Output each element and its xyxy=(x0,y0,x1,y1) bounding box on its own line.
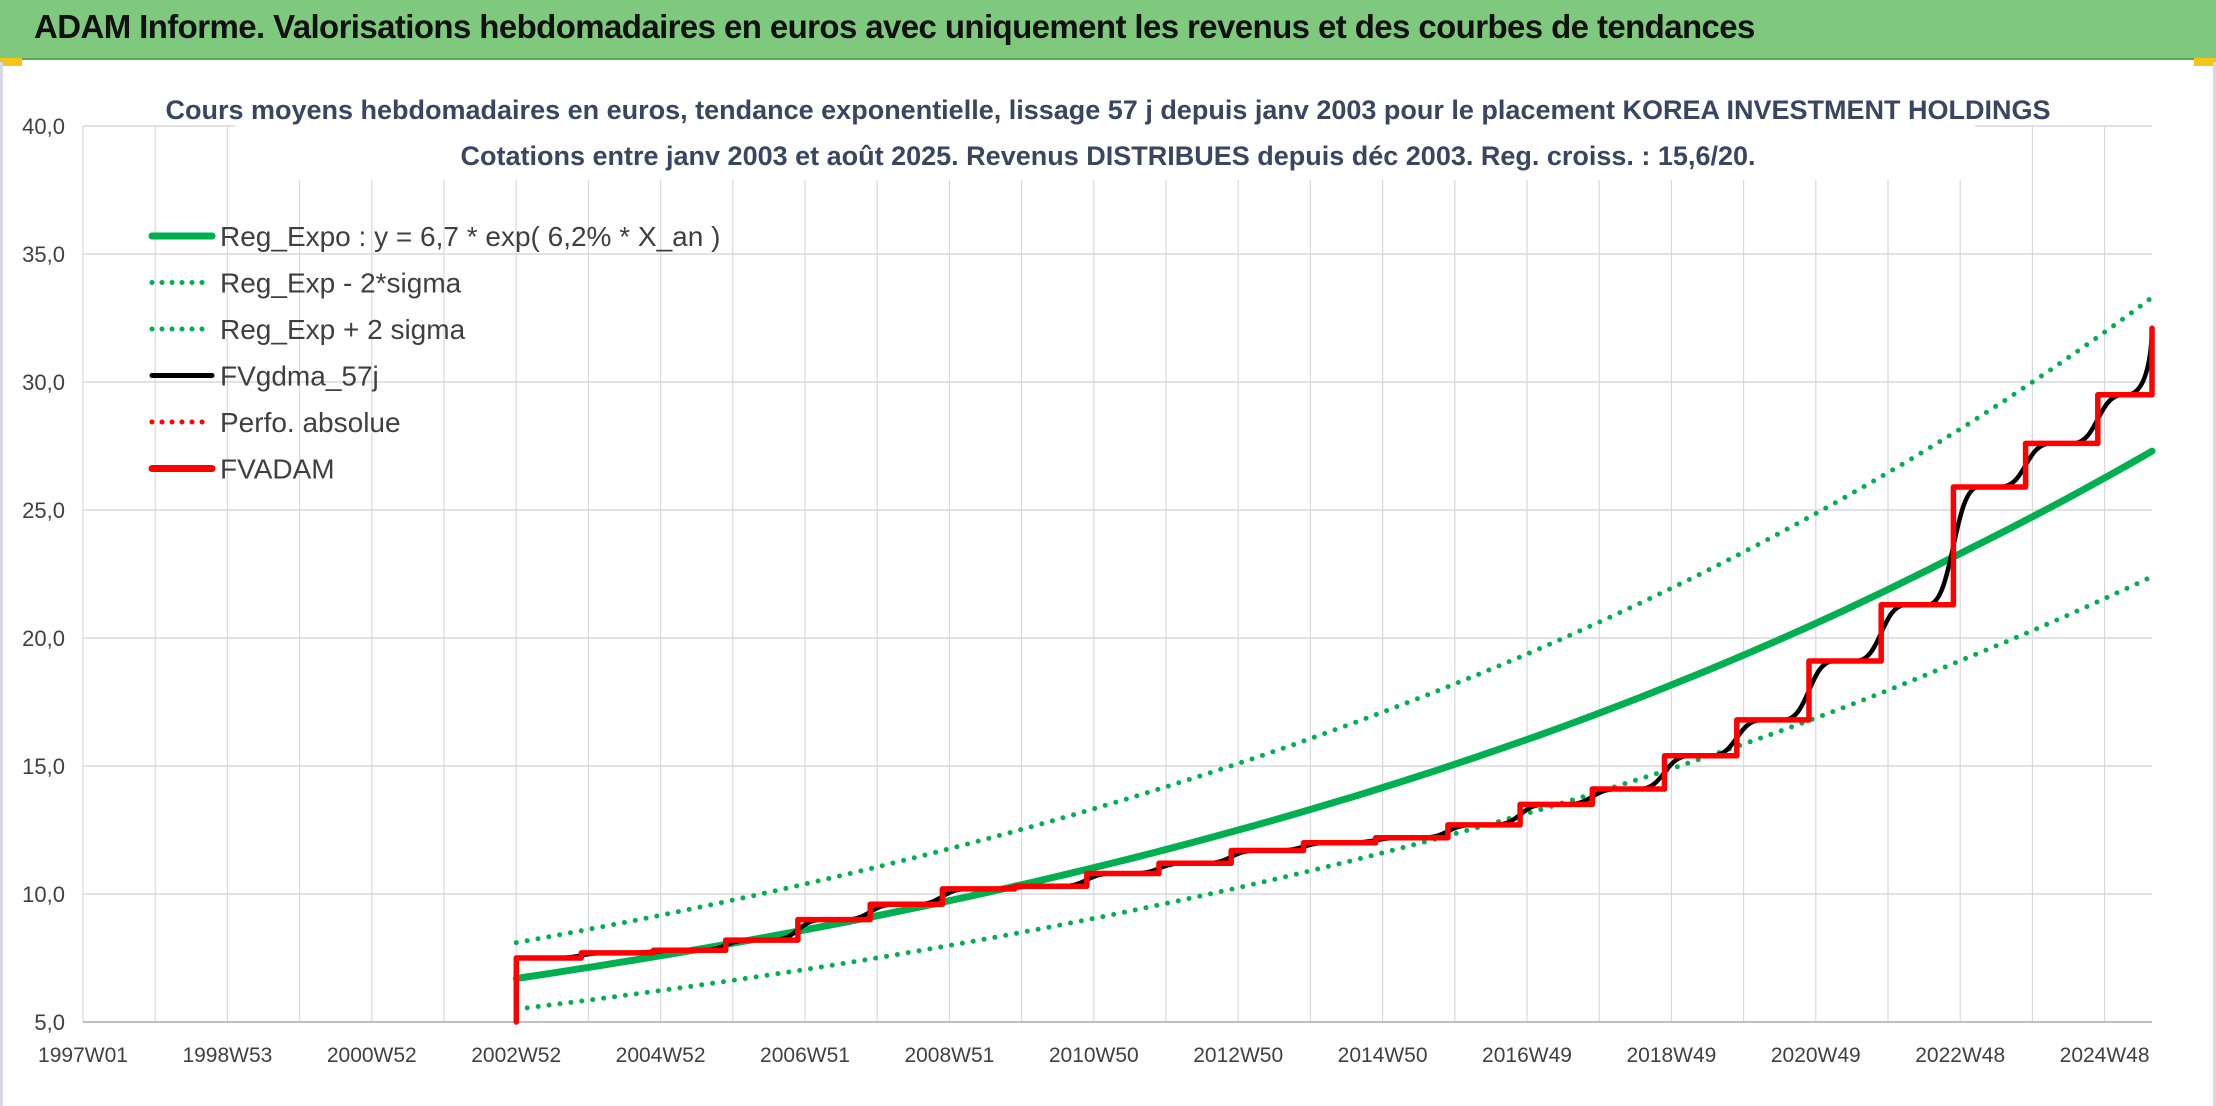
x-axis: 1997W01 1998W53 2000W52 2002W52 2004W52 2006W… xyxy=(38,1021,2152,1067)
x-tick-label: 1997W01 xyxy=(38,1044,128,1067)
y-tick-label: 5,0 xyxy=(34,1010,65,1035)
x-tick-label: 2020W49 xyxy=(1771,1044,1861,1067)
legend: Reg_Expo : y = 6,7 * exp( 6,2% * X_an ) R… xyxy=(148,221,720,485)
gridlines xyxy=(82,125,2152,1023)
series-line-fvgdma-57j xyxy=(514,325,2155,961)
y-tick-label: 35,0 xyxy=(22,242,65,267)
y-tick-label: 30,0 xyxy=(22,370,65,395)
y-tick-label: 25,0 xyxy=(22,498,65,523)
chart-title: Cours moyens hebdomadaires en euros, ten… xyxy=(165,95,2050,125)
legend-label: FVgdma_57j xyxy=(220,361,379,392)
x-tick-label: 2016W49 xyxy=(1482,1044,1572,1067)
x-tick-label: 2022W48 xyxy=(1915,1044,2005,1067)
x-tick-label: 2002W52 xyxy=(471,1044,561,1067)
report-title: ADAM Informe. Valorisations hebdomadaire… xyxy=(34,8,1755,45)
legend-label: Perfo. absolue xyxy=(220,407,401,438)
y-axis: 5,0 10,0 15,0 20,0 25,0 30,0 35,0 40,0 xyxy=(22,114,65,1035)
corner-mark-right xyxy=(2194,58,2216,66)
report-header: ADAM Informe. Valorisations hebdomadaire… xyxy=(0,0,2216,60)
series-line-reg-exp-2-sigma xyxy=(513,295,2155,946)
series-line-fvadam xyxy=(513,325,2155,1025)
x-tick-label: 2014W50 xyxy=(1338,1044,1428,1067)
y-tick-label: 15,0 xyxy=(22,754,65,779)
x-tick-label: 2012W50 xyxy=(1193,1044,1283,1067)
x-tick-label: 2024W48 xyxy=(2060,1044,2150,1067)
series-line-reg-exp-2-sigma xyxy=(513,574,2155,1012)
x-tick-label: 2000W52 xyxy=(327,1044,417,1067)
chart-titles: Cours moyens hebdomadaires en euros, ten… xyxy=(165,88,2051,180)
x-tick-label: 2010W50 xyxy=(1049,1044,1139,1067)
y-tick-label: 20,0 xyxy=(22,626,65,651)
y-tick-label: 40,0 xyxy=(22,114,65,139)
y-tick-label: 10,0 xyxy=(22,882,65,907)
legend-label: FVADAM xyxy=(220,454,335,485)
x-tick-label: 1998W53 xyxy=(182,1044,272,1067)
x-tick-label: 2018W49 xyxy=(1626,1044,1716,1067)
x-tick-label: 2006W51 xyxy=(760,1044,850,1067)
chart-subtitle: Cotations entre janv 2003 et août 2025. … xyxy=(461,141,1756,171)
legend-label: Reg_Exp - 2*sigma xyxy=(220,268,462,299)
x-tick-label: 2008W51 xyxy=(904,1044,994,1067)
x-tick-label: 2004W52 xyxy=(616,1044,706,1067)
series-line-reg-expo-y-6-7-exp-6-2-x-an xyxy=(512,447,2156,982)
chart-frame xyxy=(0,62,2216,1106)
legend-label: Reg_Expo : y = 6,7 * exp( 6,2% * X_an ) xyxy=(220,221,720,252)
series-lines xyxy=(512,295,2156,1025)
corner-mark-left xyxy=(0,58,22,66)
legend-label: Reg_Exp + 2 sigma xyxy=(220,314,466,345)
